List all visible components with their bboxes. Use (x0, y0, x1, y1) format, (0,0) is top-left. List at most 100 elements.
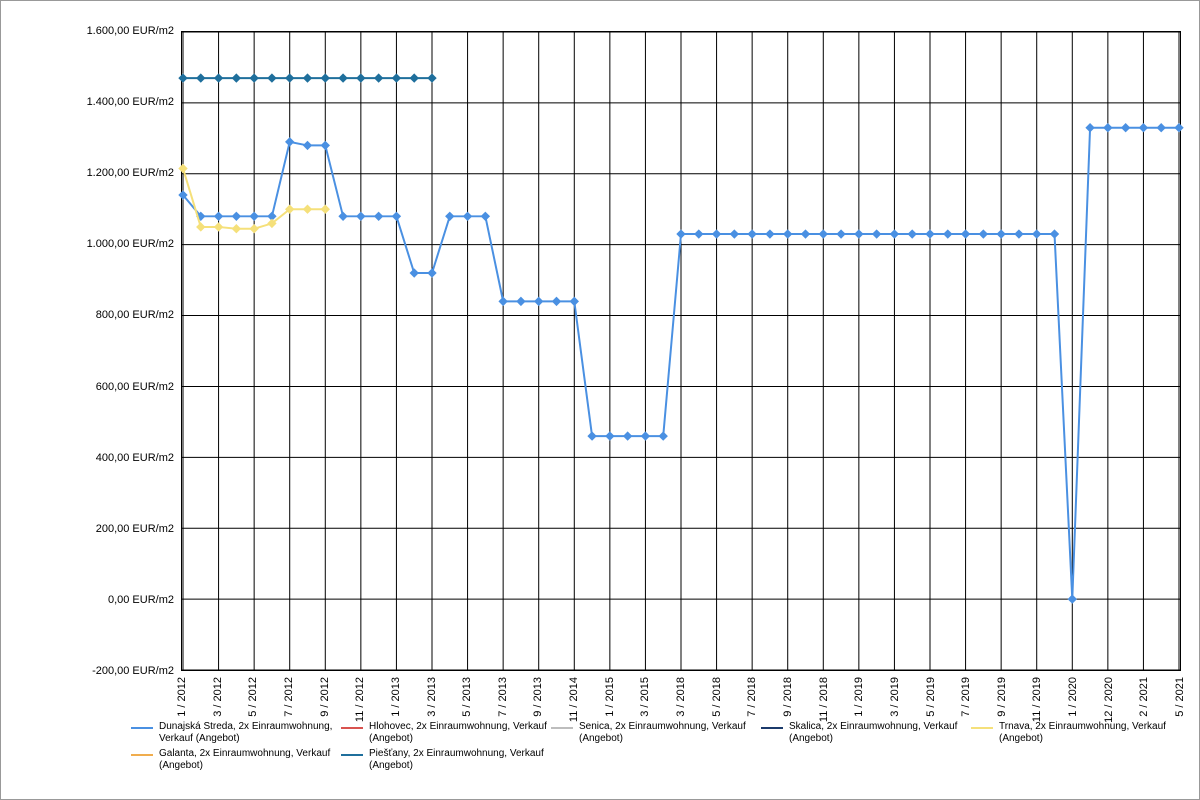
y-tick-label: 1.200,00 EUR/m2 (14, 167, 174, 179)
x-tick-label: 3 / 2018 (675, 677, 687, 717)
series-marker (392, 74, 400, 82)
x-tick-label: 1 / 2019 (853, 677, 865, 717)
x-tick-label: 9 / 2012 (319, 677, 331, 717)
legend-label: Trnava, 2x Einraumwohnung, Verkauf (Ange… (999, 721, 1181, 744)
x-tick-label: 1 / 2012 (176, 677, 188, 717)
series-marker (286, 138, 294, 146)
series-marker (339, 74, 347, 82)
series-marker (1157, 124, 1165, 132)
x-tick-label: 1 / 2020 (1067, 677, 1079, 717)
legend-swatch (761, 723, 783, 733)
x-tick-label: 5 / 2019 (925, 677, 937, 717)
x-tick-label: 9 / 2018 (782, 677, 794, 717)
series-marker (481, 212, 489, 220)
series-marker (321, 141, 329, 149)
series-marker (357, 74, 365, 82)
plot-area (181, 31, 1181, 671)
y-tick-label: 200,00 EUR/m2 (14, 523, 174, 535)
x-tick-label: 5 / 2021 (1174, 677, 1186, 717)
legend-label: Senica, 2x Einraumwohnung, Verkauf (Ange… (579, 721, 761, 744)
series-marker (588, 432, 596, 440)
series-marker (286, 74, 294, 82)
legend-label: Skalica, 2x Einraumwohnung, Verkauf (Ang… (789, 721, 971, 744)
series-marker (784, 230, 792, 238)
x-tick-label: 11 / 2014 (568, 677, 580, 722)
series-marker (926, 230, 934, 238)
legend-swatch (551, 723, 573, 733)
series-marker (428, 269, 436, 277)
series-marker (197, 74, 205, 82)
series-marker (517, 297, 525, 305)
series-marker (410, 269, 418, 277)
legend-swatch (341, 750, 363, 760)
series-marker (250, 225, 258, 233)
x-tick-label: 7 / 2019 (960, 677, 972, 717)
x-tick-label: 12 / 2020 (1103, 677, 1115, 723)
x-tick-label: 5 / 2013 (461, 677, 473, 717)
x-tick-label: 3 / 2012 (212, 677, 224, 717)
x-tick-label: 5 / 2018 (711, 677, 723, 717)
series-marker (392, 212, 400, 220)
series-marker (873, 230, 881, 238)
x-tick-label: 2 / 2021 (1138, 677, 1150, 717)
legend-label: Hlohovec, 2x Einraumwohnung, Verkauf (An… (369, 721, 551, 744)
x-tick-label: 7 / 2012 (283, 677, 295, 717)
legend-item: Piešťany, 2x Einraumwohnung, Verkauf (An… (341, 748, 551, 771)
legend-swatch (131, 750, 153, 760)
chart-frame: -200,00 EUR/m2 0,00 EUR/m2 200,00 EUR/m2 40… (0, 0, 1200, 800)
series-marker (1051, 230, 1059, 238)
legend-item: Galanta, 2x Einraumwohnung, Verkauf (Ang… (131, 748, 341, 771)
series-marker (215, 212, 223, 220)
y-tick-label: -200,00 EUR/m2 (14, 665, 174, 677)
series-marker (232, 225, 240, 233)
series-marker (1175, 124, 1183, 132)
series-marker (321, 205, 329, 213)
series-marker (908, 230, 916, 238)
series-marker (1015, 230, 1023, 238)
series-marker (535, 297, 543, 305)
legend-item: Skalica, 2x Einraumwohnung, Verkauf (Ang… (761, 721, 971, 744)
series-marker (570, 297, 578, 305)
series-marker (268, 74, 276, 82)
y-tick-label: 0,00 EUR/m2 (14, 594, 174, 606)
x-tick-label: 11 / 2018 (818, 677, 830, 722)
x-tick-label: 3 / 2015 (639, 677, 651, 717)
series-marker (304, 74, 312, 82)
legend: Dunajská Streda, 2x Einraumwohnung, Verk… (131, 721, 1181, 775)
legend-item: Dunajská Streda, 2x Einraumwohnung, Verk… (131, 721, 341, 744)
x-tick-label: 3 / 2013 (426, 677, 438, 717)
legend-label: Galanta, 2x Einraumwohnung, Verkauf (Ang… (159, 748, 341, 771)
series-marker (624, 432, 632, 440)
legend-label: Dunajská Streda, 2x Einraumwohnung, Verk… (159, 721, 341, 744)
series-marker (304, 205, 312, 213)
series-marker (375, 74, 383, 82)
series-marker (659, 432, 667, 440)
series-marker (428, 74, 436, 82)
series-svg (182, 32, 1180, 670)
series-marker (997, 230, 1005, 238)
legend-swatch (971, 723, 993, 733)
series-marker (979, 230, 987, 238)
series-marker (232, 212, 240, 220)
series-marker (890, 230, 898, 238)
series-marker (339, 212, 347, 220)
series-marker (357, 212, 365, 220)
series-marker (410, 74, 418, 82)
y-tick-label: 1.400,00 EUR/m2 (14, 96, 174, 108)
series-marker (1139, 124, 1147, 132)
x-tick-label: 1 / 2015 (604, 677, 616, 717)
series-marker (1122, 124, 1130, 132)
series-marker (179, 164, 187, 172)
y-tick-label: 400,00 EUR/m2 (14, 452, 174, 464)
y-tick-label: 1.000,00 EUR/m2 (14, 238, 174, 250)
legend-swatch (341, 723, 363, 733)
series-marker (464, 212, 472, 220)
series-marker (321, 74, 329, 82)
x-tick-label: 11 / 2012 (354, 677, 366, 722)
x-tick-label: 9 / 2019 (996, 677, 1008, 717)
x-tick-label: 7 / 2013 (497, 677, 509, 717)
series-marker (1068, 595, 1076, 603)
series-marker (250, 212, 258, 220)
series-marker (197, 223, 205, 231)
x-tick-label: 3 / 2019 (889, 677, 901, 717)
